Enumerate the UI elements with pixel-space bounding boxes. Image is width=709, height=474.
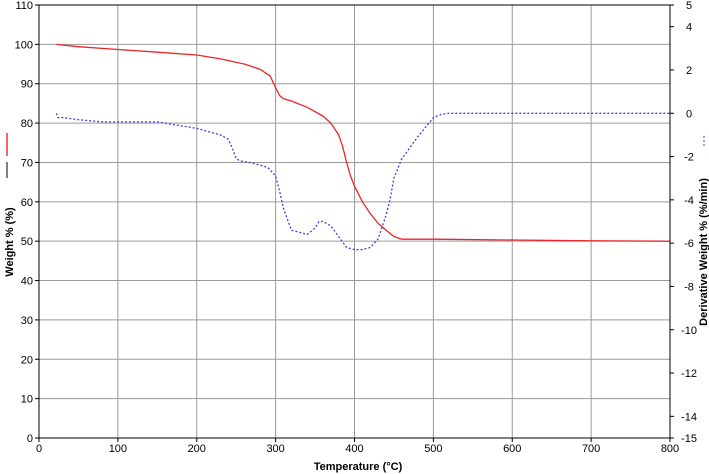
y-axis-right-label: Derivative Weight % (%/min)	[698, 178, 709, 326]
x-tick-label: 600	[503, 443, 521, 455]
y-right-tick-label: -4	[684, 195, 694, 207]
x-tick-label: 400	[345, 443, 363, 455]
y-right-tick-label: 4	[686, 22, 692, 34]
series-lines	[55, 43, 671, 251]
y-right-tick-label: -12	[681, 368, 697, 380]
x-tick-label: 800	[661, 443, 679, 455]
y-left-tick-label: 40	[21, 276, 33, 288]
y-right-tick-label: -10	[681, 325, 697, 337]
y-left-tick-label: 100	[15, 39, 33, 51]
y-left-tick-label: 110	[15, 0, 33, 12]
y-right-tick-label: 2	[686, 65, 692, 77]
x-tick-label: 100	[109, 443, 127, 455]
left-axis-legend: Weight % (%)	[4, 133, 16, 277]
tick-labels: 0 100 200 300 400 500 600 700 800010203040506070…	[15, 0, 697, 455]
x-tick-label: 0	[36, 443, 42, 455]
y-left-tick-label: 80	[21, 118, 33, 130]
x-tick-label: 200	[188, 443, 206, 455]
y-right-tick-label: 0	[686, 108, 692, 120]
y-left-tick-label: 70	[21, 157, 33, 169]
grid	[38, 4, 671, 439]
y-right-tick-label: -15	[681, 433, 697, 445]
right-axis-legend: Derivative Weight % (%/min)	[698, 136, 709, 326]
y-left-tick-label: 50	[21, 236, 33, 248]
y-left-tick-label: 0	[27, 433, 33, 445]
weight-series-line	[56, 43, 671, 242]
derivative-series-line	[55, 112, 670, 251]
y-right-tick-label: 5	[686, 0, 692, 12]
y-left-tick-label: 20	[21, 354, 33, 366]
y-axis-left-label: Weight % (%)	[4, 207, 16, 277]
x-tick-label: 700	[582, 443, 600, 455]
y-left-tick-label: 30	[21, 315, 33, 327]
x-tick-label: 300	[266, 443, 284, 455]
y-right-tick-label: -14	[681, 411, 697, 423]
x-tick-label: 500	[424, 443, 442, 455]
y-left-tick-label: 90	[21, 79, 33, 91]
y-right-tick-label: -8	[684, 281, 694, 293]
y-right-tick-label: -6	[684, 238, 694, 250]
y-left-tick-label: 10	[21, 394, 33, 406]
y-right-tick-label: -2	[684, 152, 694, 164]
x-axis-label: Temperature (°C)	[314, 461, 403, 473]
y-left-tick-label: 60	[21, 197, 33, 209]
